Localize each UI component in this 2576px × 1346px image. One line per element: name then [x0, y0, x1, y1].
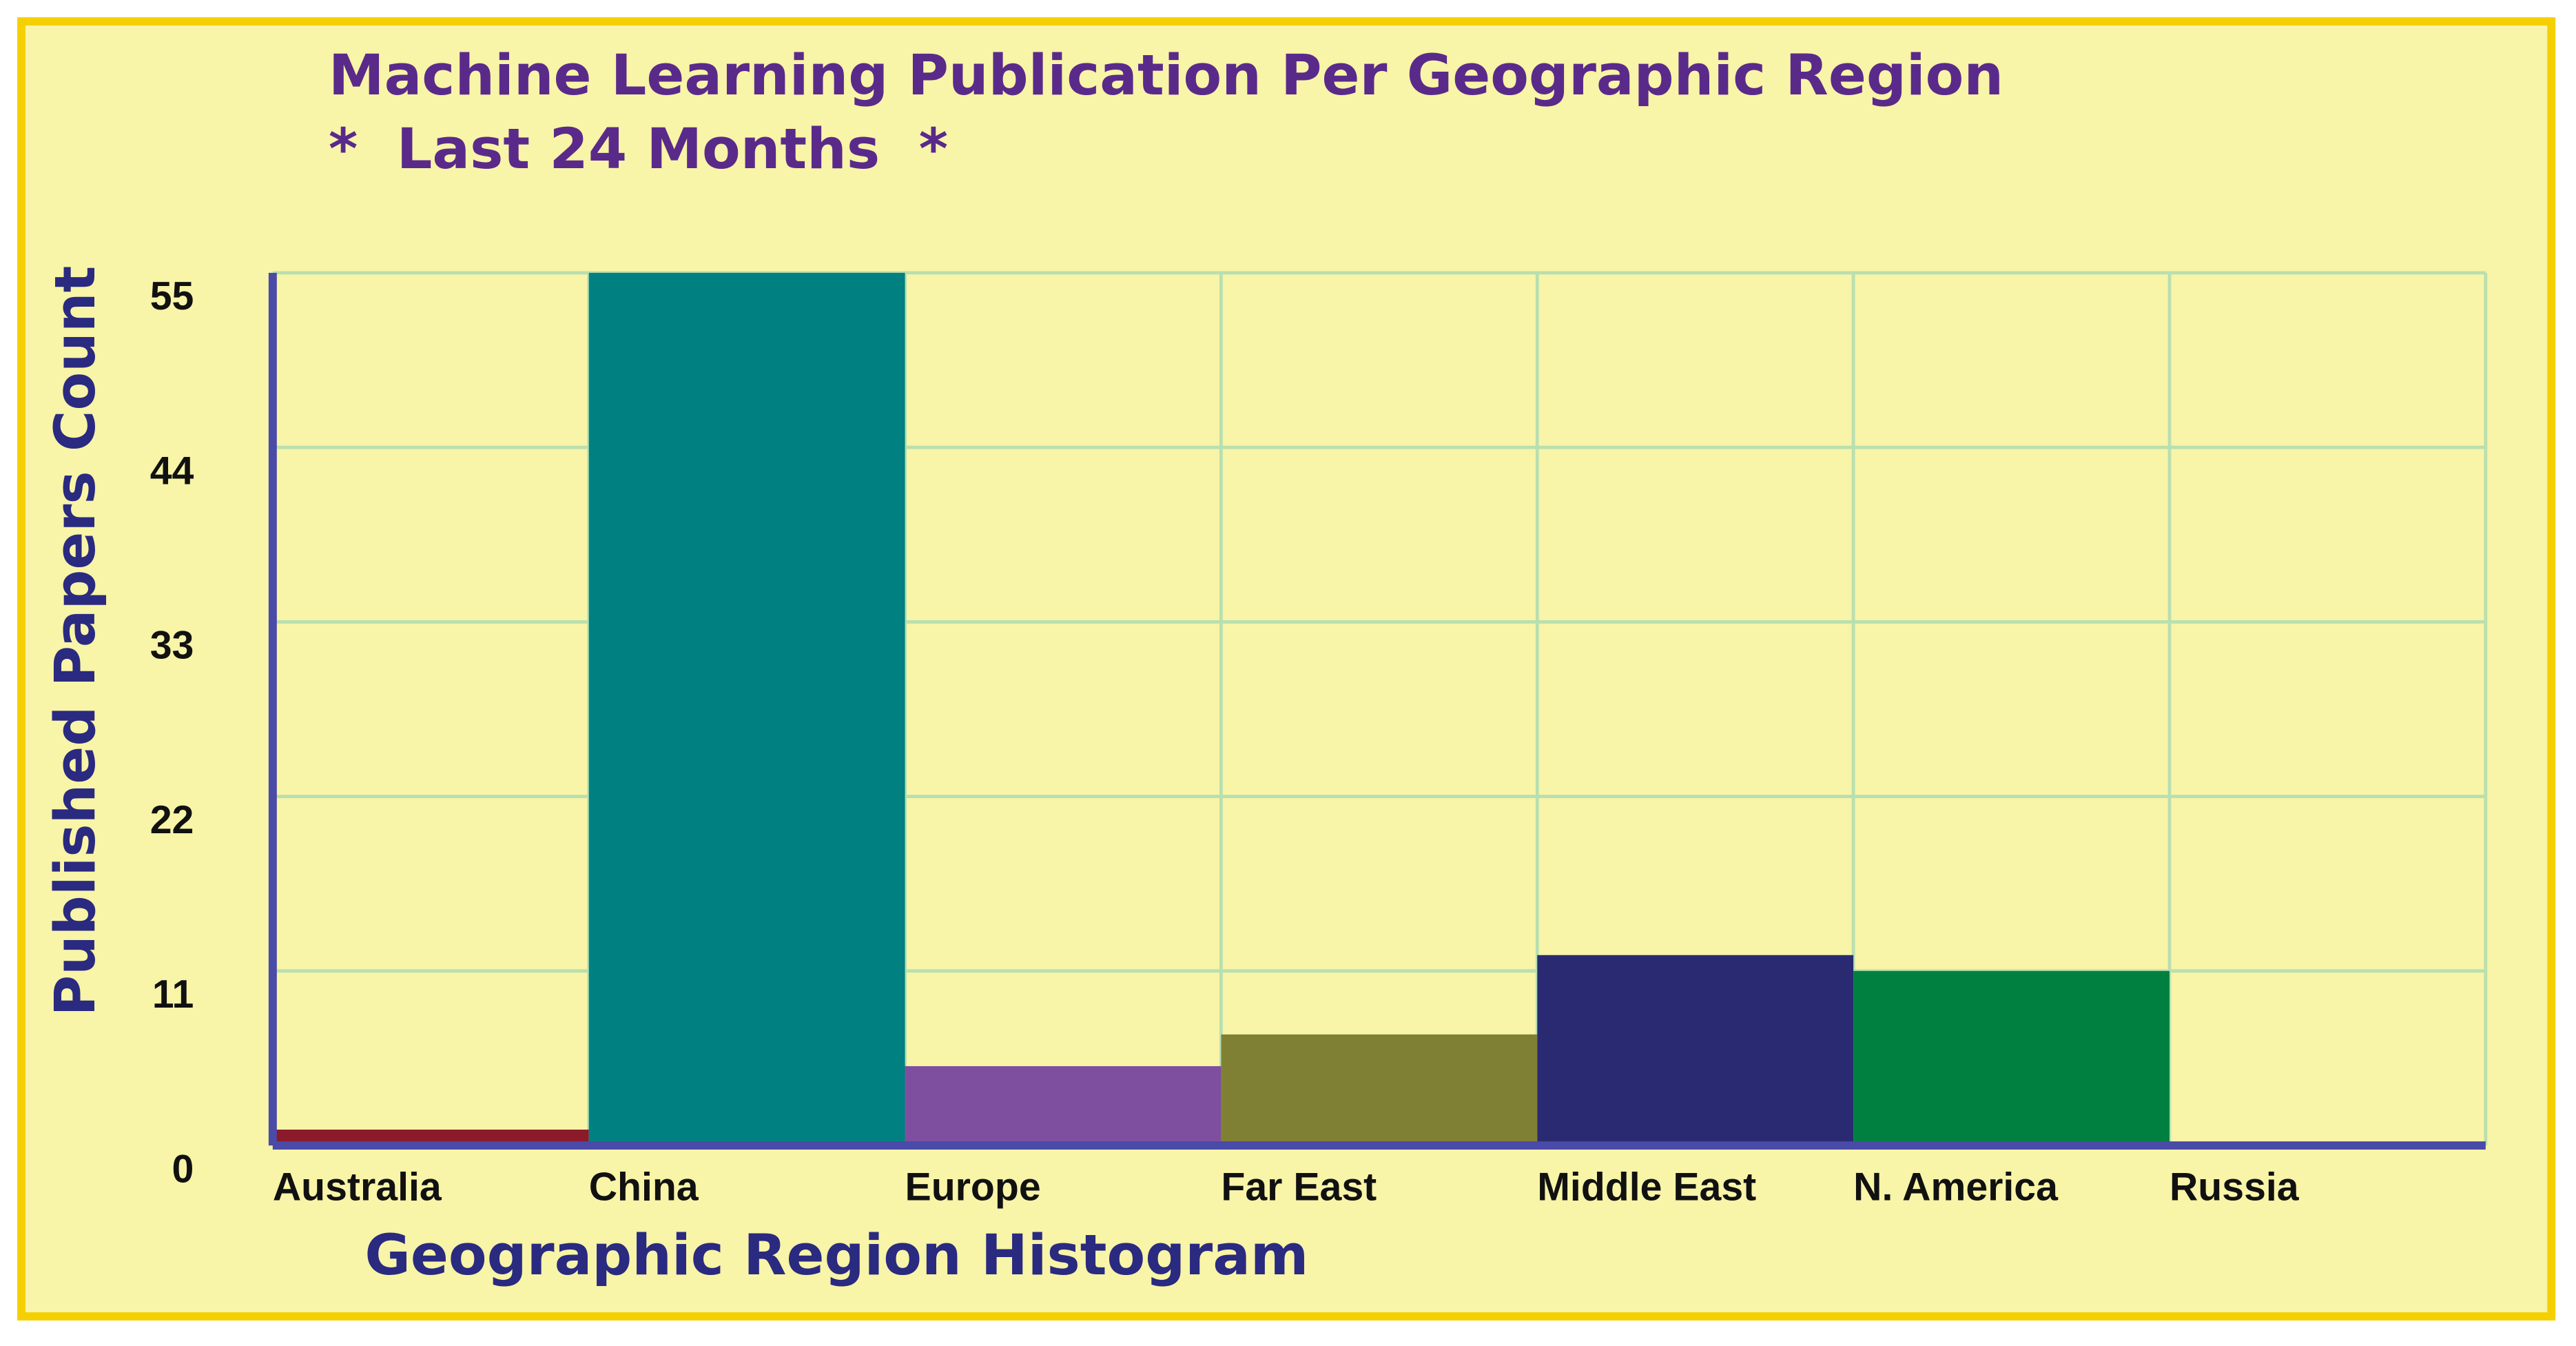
x-tick-label: Middle East	[1537, 1165, 1756, 1210]
y-tick-label: 11	[152, 972, 194, 1017]
y-tick-label: 0	[172, 1147, 194, 1191]
y-tick-label: 55	[150, 274, 194, 318]
bar	[1221, 1034, 1538, 1146]
bar	[588, 272, 905, 1146]
y-axis-title: Published Papers Count	[43, 266, 108, 1017]
y-tick-label: 22	[150, 798, 194, 842]
x-tick-label: China	[589, 1165, 699, 1210]
x-tick-label: Europe	[905, 1165, 1041, 1210]
chart-title: Machine Learning Publication Per Geograp…	[329, 43, 2003, 108]
x-axis-title: Geographic Region Histogram	[364, 1223, 1308, 1288]
chart-subtitle: * Last 24 Months *	[329, 117, 948, 182]
x-tick-label: Far East	[1221, 1165, 1377, 1210]
x-tick-label: Australia	[273, 1165, 442, 1210]
bar	[905, 1065, 1222, 1146]
y-tick-label: 44	[150, 449, 194, 493]
y-tick-label: 33	[150, 624, 194, 668]
bar	[1853, 970, 2170, 1146]
bar	[1537, 955, 1854, 1146]
x-tick-label: N. America	[1853, 1165, 2059, 1210]
x-tick-label: Russia	[2170, 1165, 2300, 1210]
